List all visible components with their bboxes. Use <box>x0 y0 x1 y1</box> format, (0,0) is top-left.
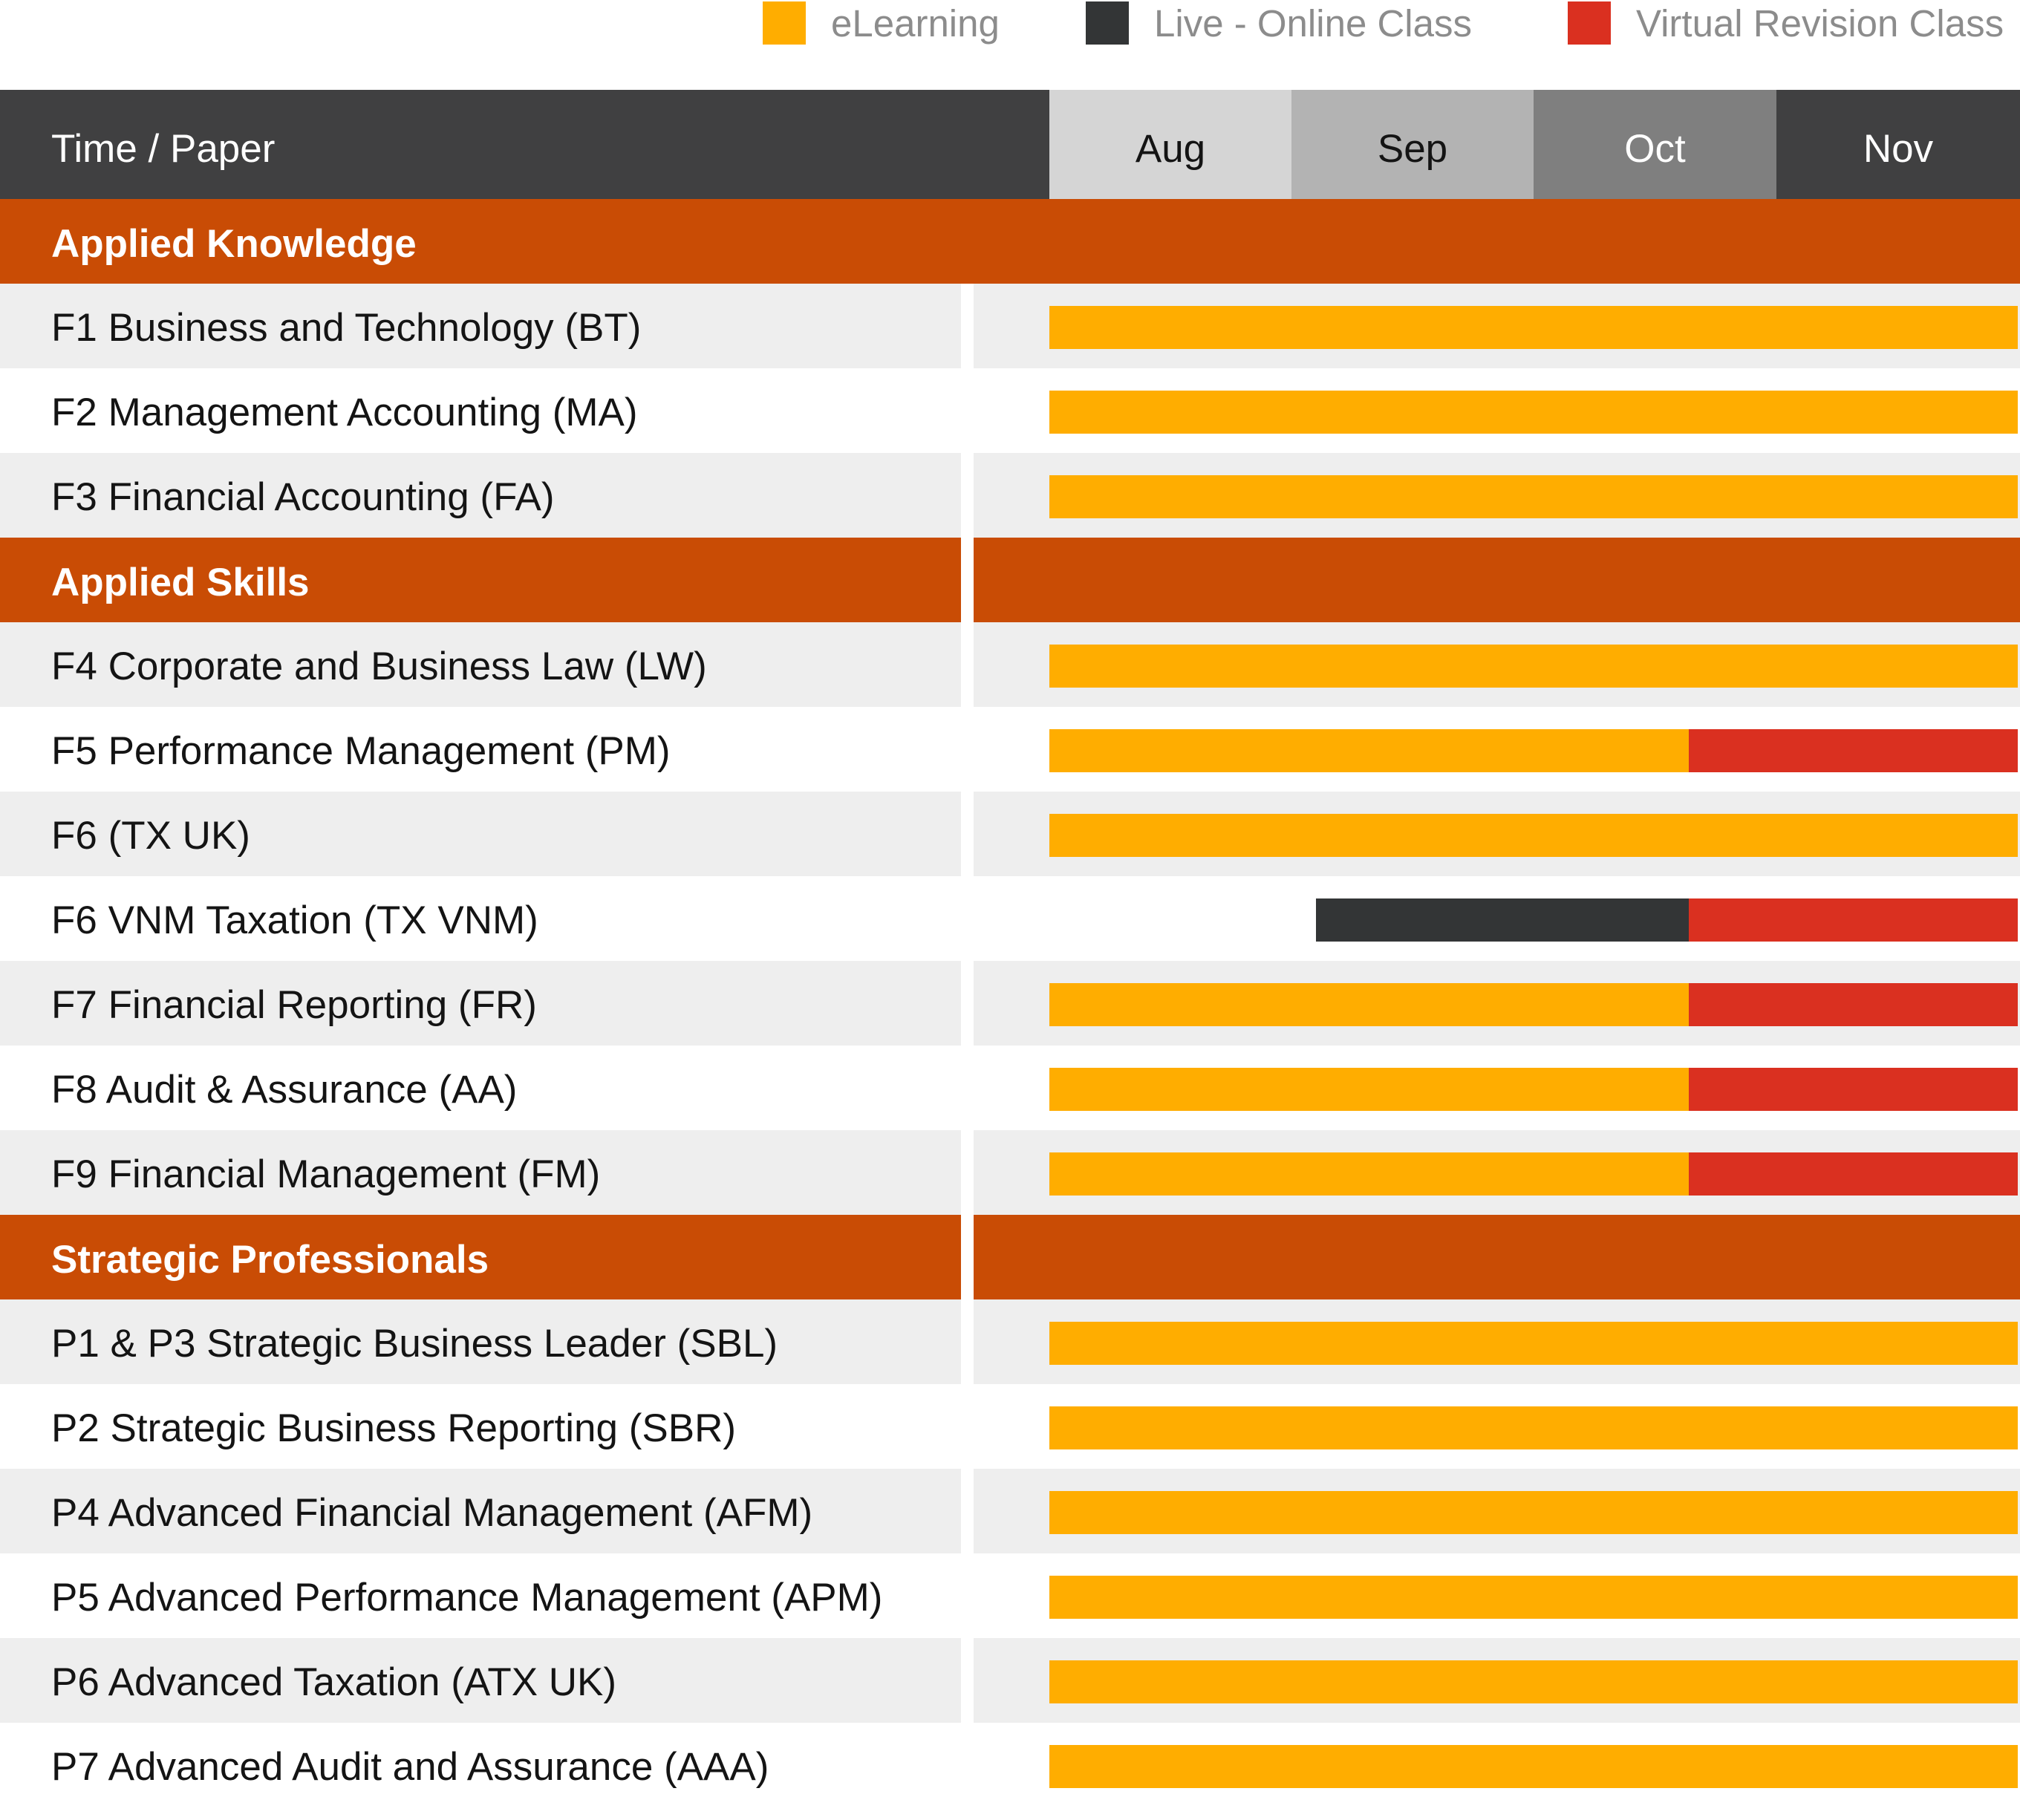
paper-label-cell <box>0 368 961 453</box>
paper-name: F3 Financial Accounting (FA) <box>51 475 555 519</box>
legend-swatch-live-online <box>1086 1 1129 45</box>
paper-name: F2 Management Accounting (MA) <box>51 391 638 434</box>
section-label-cell <box>0 538 961 622</box>
paper-row-f6-tx-uk: F6 (TX UK) <box>0 792 2020 876</box>
paper-row-f9-financial-management-fm: F9 Financial Management (FM) <box>0 1130 2020 1215</box>
paper-row-f5-performance-management-pm: F5 Performance Management (PM) <box>0 707 2020 792</box>
section-title: Applied Knowledge <box>51 222 417 266</box>
legend-label-elearning: eLearning <box>831 1 1000 45</box>
bar-eLearning <box>1049 1491 2018 1534</box>
section-label-cell <box>0 199 2020 284</box>
paper-label-cell <box>0 961 961 1046</box>
bar-eLearning <box>1049 306 2018 349</box>
paper-label-cell <box>0 1299 961 1384</box>
section-title: Strategic Professionals <box>51 1238 489 1282</box>
paper-label-cell <box>0 707 961 792</box>
paper-name: F6 (TX UK) <box>51 814 250 858</box>
bar-revision <box>1688 729 2018 772</box>
paper-label-cell <box>0 284 961 368</box>
schedule-header: Time / Paper Aug Sep Oct Nov <box>0 90 2020 199</box>
paper-name: P6 Advanced Taxation (ATX UK) <box>51 1660 617 1704</box>
section-row-applied-skills: Applied Skills <box>0 538 2020 622</box>
paper-row-p2-strategic-business-reporting-sbr: P2 Strategic Business Reporting (SBR) <box>0 1384 2020 1469</box>
paper-row-p1-and-p3-strategic-business-leader-sbl: P1 & P3 Strategic Business Leader (SBL) <box>0 1299 2020 1384</box>
bar-eLearning <box>1049 1745 2018 1788</box>
month-nov: Nov <box>1776 90 2020 199</box>
paper-name: F8 Audit & Assurance (AA) <box>51 1068 518 1112</box>
legend-swatch-virtual-revision <box>1568 1 1611 45</box>
paper-row-p4-advanced-financial-management-afm: P4 Advanced Financial Management (AFM) <box>0 1469 2020 1553</box>
paper-name: F7 Financial Reporting (FR) <box>51 983 537 1027</box>
paper-label-cell <box>0 622 961 707</box>
bar-eLearning <box>1049 645 2018 688</box>
section-row-applied-knowledge: Applied Knowledge <box>0 199 2020 284</box>
paper-name: P5 Advanced Performance Management (APM) <box>51 1576 883 1620</box>
paper-name: P4 Advanced Financial Management (AFM) <box>51 1491 813 1535</box>
legend-swatch-elearning <box>763 1 806 45</box>
bar-eLearning <box>1049 814 2018 857</box>
month-oct: Oct <box>1534 90 1776 199</box>
legend-label-virtual-revision: Virtual Revision Class <box>1636 1 2004 45</box>
paper-label-cell <box>0 1130 961 1215</box>
section-bar-cell <box>974 1215 2020 1299</box>
paper-row-f4-corporate-and-business-law-lw: F4 Corporate and Business Law (LW) <box>0 622 2020 707</box>
paper-name: F4 Corporate and Business Law (LW) <box>51 645 707 688</box>
month-sep: Sep <box>1291 90 1534 199</box>
legend-item-virtual-revision: Virtual Revision Class <box>1568 0 2004 46</box>
bar-eLearning <box>1049 1576 2018 1619</box>
bar-eLearning <box>1049 391 2018 434</box>
section-row-strategic-professionals: Strategic Professionals <box>0 1215 2020 1299</box>
legend-item-live-online: Live - Online Class <box>1086 0 1472 46</box>
bar-eLearning <box>1049 1406 2018 1449</box>
paper-row-f7-financial-reporting-fr: F7 Financial Reporting (FR) <box>0 961 2020 1046</box>
paper-row-f8-audit-and-assurance-aa: F8 Audit & Assurance (AA) <box>0 1046 2020 1130</box>
paper-name: P1 & P3 Strategic Business Leader (SBL) <box>51 1322 778 1366</box>
paper-name: F9 Financial Management (FM) <box>51 1152 601 1196</box>
bar-eLearning <box>1049 729 1689 772</box>
bar-revision <box>1688 1068 2018 1111</box>
legend-label-live-online: Live - Online Class <box>1154 1 1472 45</box>
paper-name: P2 Strategic Business Reporting (SBR) <box>51 1406 737 1450</box>
month-aug: Aug <box>1049 90 1291 199</box>
paper-row-p5-advanced-performance-management-apm: P5 Advanced Performance Management (APM) <box>0 1553 2020 1638</box>
paper-label-cell <box>0 453 961 538</box>
bar-eLearning <box>1049 475 2018 518</box>
bar-revision <box>1688 898 2018 942</box>
bar-eLearning <box>1049 1068 1689 1111</box>
header-title: Time / Paper <box>51 127 276 171</box>
bar-eLearning <box>1049 983 1689 1026</box>
section-title: Applied Skills <box>51 561 310 604</box>
paper-label-cell <box>0 876 961 961</box>
legend: eLearning Live - Online Class Virtual Re… <box>0 0 2020 89</box>
bar-revision <box>1688 1152 2018 1196</box>
bar-eLearning <box>1049 1322 2018 1365</box>
paper-name: F6 VNM Taxation (TX VNM) <box>51 898 538 942</box>
paper-name: P7 Advanced Audit and Assurance (AAA) <box>51 1745 769 1789</box>
paper-row-f3-financial-accounting-fa: F3 Financial Accounting (FA) <box>0 453 2020 538</box>
paper-label-cell <box>0 792 961 876</box>
paper-row-p7-advanced-audit-and-assurance-aaa: P7 Advanced Audit and Assurance (AAA) <box>0 1723 2020 1807</box>
bar-eLearning <box>1049 1152 1689 1196</box>
paper-label-cell <box>0 1638 961 1723</box>
paper-name: F5 Performance Management (PM) <box>51 729 671 773</box>
paper-label-cell <box>0 1469 961 1553</box>
section-label-cell <box>0 1215 961 1299</box>
paper-row-f1-business-and-technology-bt: F1 Business and Technology (BT) <box>0 284 2020 368</box>
paper-label-cell <box>0 1384 961 1469</box>
paper-label-cell <box>0 1046 961 1130</box>
bar-live <box>1315 898 1689 942</box>
bar-eLearning <box>1049 1660 2018 1703</box>
paper-row-f2-management-accounting-ma: F2 Management Accounting (MA) <box>0 368 2020 453</box>
paper-row-f6-vnm-taxation-tx-vnm: F6 VNM Taxation (TX VNM) <box>0 876 2020 961</box>
legend-item-elearning: eLearning <box>763 0 1000 46</box>
paper-row-p6-advanced-taxation-atx-uk: P6 Advanced Taxation (ATX UK) <box>0 1638 2020 1723</box>
bar-revision <box>1688 983 2018 1026</box>
paper-name: F1 Business and Technology (BT) <box>51 306 642 350</box>
section-bar-cell <box>974 538 2020 622</box>
paper-label-cell <box>0 1553 961 1638</box>
paper-label-cell <box>0 1723 961 1807</box>
